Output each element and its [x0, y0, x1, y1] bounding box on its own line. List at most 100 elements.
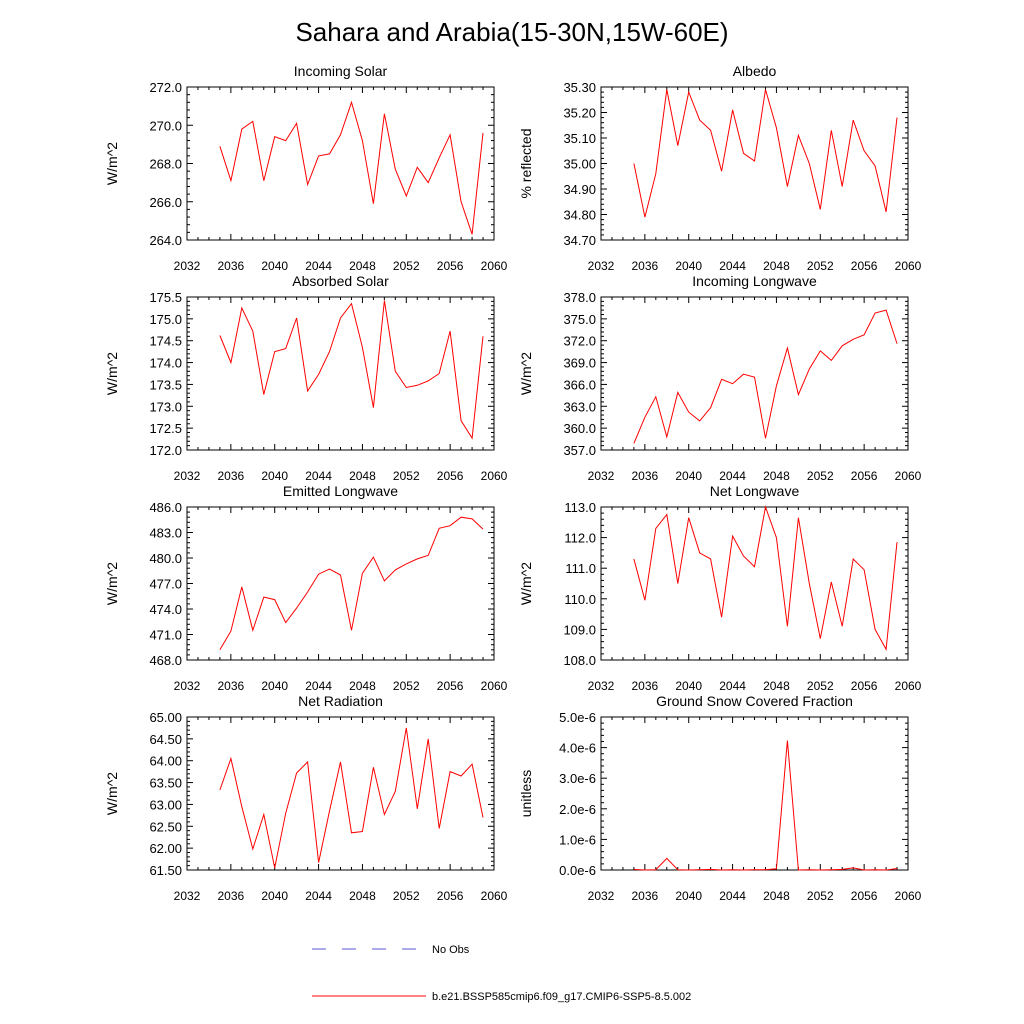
plot-frame — [186, 296, 495, 451]
series-line — [219, 300, 484, 440]
y-tick-label: 34.70 — [563, 233, 596, 248]
chart-panel: Albedo % reflected 2032 2036 2040 2044 2048 205… — [518, 63, 922, 273]
y-tick-label: 378.0 — [563, 290, 596, 305]
x-tick-label: 2036 — [218, 469, 245, 483]
y-tick-label: 2.0e-6 — [559, 802, 596, 817]
y-tick-label: 172.5 — [149, 421, 182, 436]
x-tick-label: 2044 — [305, 889, 332, 903]
y-tick-label: 175.5 — [149, 290, 182, 305]
y-tick-label: 1.0e-6 — [559, 832, 596, 847]
panel-title: Emitted Longwave — [283, 483, 398, 499]
y-tick-label: 108.0 — [563, 653, 596, 668]
y-tick-label: 35.30 — [563, 80, 596, 95]
series-line — [219, 727, 484, 868]
y-tick-label: 109.0 — [563, 622, 596, 637]
y-tick-label: 34.90 — [563, 182, 596, 197]
y-tick-label: 363.0 — [563, 399, 596, 414]
x-tick-label: 2044 — [719, 889, 746, 903]
x-tick-label: 2044 — [719, 469, 746, 483]
x-tick-label: 2044 — [305, 679, 332, 693]
chart-panel: Absorbed Solar W/m^2 2032 2036 2040 2044 2048 2… — [104, 273, 508, 483]
x-tick-label: 2060 — [895, 679, 922, 693]
y-axis-label: W/m^2 — [518, 562, 534, 605]
x-tick-label: 2036 — [632, 679, 659, 693]
x-tick-label: 2060 — [481, 679, 508, 693]
x-tick-label: 2032 — [588, 679, 615, 693]
series-line — [633, 740, 898, 871]
panels: Incoming Solar W/m^2 2032 2036 2040 2044 2048 2… — [104, 63, 922, 903]
panel-title: Albedo — [733, 63, 777, 79]
x-tick-label: 2036 — [632, 469, 659, 483]
x-tick-label: 2052 — [807, 889, 834, 903]
y-tick-label: 62.50 — [149, 819, 182, 834]
y-tick-label: 172.0 — [149, 443, 182, 458]
y-axis-label: W/m^2 — [104, 142, 120, 185]
x-tick-label: 2060 — [895, 259, 922, 273]
y-axis-label: W/m^2 — [518, 352, 534, 395]
x-tick-label: 2060 — [481, 469, 508, 483]
y-tick-label: 369.0 — [563, 356, 596, 371]
y-axis-label: W/m^2 — [104, 562, 120, 605]
y-tick-label: 0.0e-6 — [559, 863, 596, 878]
legend-obs-label: No Obs — [432, 944, 470, 956]
panel-title: Incoming Longwave — [692, 273, 817, 289]
y-axis-label: W/m^2 — [104, 352, 120, 395]
x-tick-label: 2044 — [719, 259, 746, 273]
x-tick-label: 2052 — [393, 259, 420, 273]
x-tick-label: 2044 — [305, 259, 332, 273]
series-line — [219, 516, 484, 651]
x-tick-label: 2044 — [719, 679, 746, 693]
chart-panel: Incoming Solar W/m^2 2032 2036 2040 2044 2048 2… — [104, 63, 508, 273]
x-tick-label: 2044 — [305, 469, 332, 483]
x-tick-label: 2032 — [174, 889, 201, 903]
x-tick-label: 2036 — [218, 679, 245, 693]
y-tick-label: 474.0 — [149, 602, 182, 617]
x-tick-label: 2036 — [218, 259, 245, 273]
x-tick-label: 2056 — [437, 679, 464, 693]
x-tick-label: 2032 — [174, 469, 201, 483]
plot-frame — [600, 86, 909, 241]
plot-frame — [186, 506, 495, 661]
chart-panel: Net Longwave W/m^2 2032 2036 2040 2044 2048 205… — [518, 483, 922, 693]
x-tick-label: 2052 — [393, 469, 420, 483]
x-tick-label: 2036 — [218, 889, 245, 903]
y-tick-label: 63.50 — [149, 776, 182, 791]
x-tick-label: 2048 — [763, 469, 790, 483]
x-tick-label: 2060 — [481, 889, 508, 903]
y-tick-label: 357.0 — [563, 443, 596, 458]
x-tick-label: 2048 — [763, 889, 790, 903]
x-tick-label: 2052 — [807, 469, 834, 483]
chart-panel: Net Radiation W/m^2 2032 2036 2040 2044 2048 20… — [104, 693, 508, 903]
y-tick-label: 366.0 — [563, 377, 596, 392]
y-tick-label: 468.0 — [149, 653, 182, 668]
series-line — [633, 89, 898, 218]
y-tick-label: 34.80 — [563, 208, 596, 223]
y-tick-label: 4.0e-6 — [559, 741, 596, 756]
x-tick-label: 2040 — [261, 469, 288, 483]
y-tick-label: 174.0 — [149, 356, 182, 371]
x-tick-label: 2040 — [261, 679, 288, 693]
y-tick-label: 268.0 — [149, 157, 182, 172]
x-tick-label: 2056 — [437, 889, 464, 903]
x-tick-label: 2040 — [675, 889, 702, 903]
x-tick-label: 2052 — [393, 679, 420, 693]
legend: No Obs b.e21.BSSP585cmip6.f09_g17.CMIP6-… — [312, 944, 691, 1003]
x-tick-label: 2048 — [349, 889, 376, 903]
y-axis-label: W/m^2 — [104, 772, 120, 815]
x-tick-label: 2048 — [763, 259, 790, 273]
y-tick-label: 477.0 — [149, 577, 182, 592]
y-tick-label: 264.0 — [149, 233, 182, 248]
x-tick-label: 2060 — [895, 889, 922, 903]
y-tick-label: 64.00 — [149, 754, 182, 769]
x-tick-label: 2056 — [851, 469, 878, 483]
y-tick-label: 64.50 — [149, 732, 182, 747]
plot-frame — [600, 296, 909, 451]
y-tick-label: 63.00 — [149, 797, 182, 812]
y-tick-label: 113.0 — [564, 500, 596, 515]
chart-panel: Ground Snow Covered Fraction unitless 2032… — [518, 693, 922, 903]
plot-frame — [186, 86, 495, 241]
x-tick-label: 2040 — [675, 679, 702, 693]
y-tick-label: 111.0 — [565, 561, 596, 576]
y-axis-label: % reflected — [518, 128, 534, 198]
